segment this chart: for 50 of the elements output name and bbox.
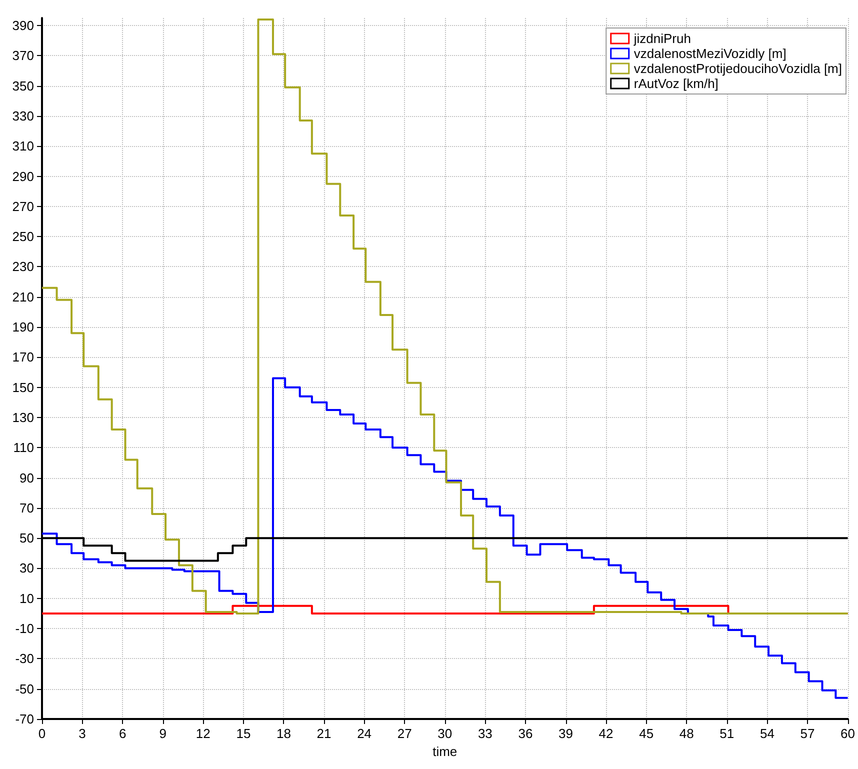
y-tick-label: 370 bbox=[12, 48, 34, 64]
y-tick-label: -50 bbox=[15, 681, 34, 696]
y-tick-label: 130 bbox=[12, 410, 34, 425]
y-tick-label: 210 bbox=[12, 289, 34, 304]
x-tick-label: 6 bbox=[118, 726, 126, 741]
x-tick-label: 48 bbox=[679, 726, 694, 741]
x-tick-label: 24 bbox=[357, 726, 372, 741]
x-tick-label: 9 bbox=[159, 726, 166, 741]
x-tick-label: 12 bbox=[196, 726, 210, 741]
y-tick-label: 110 bbox=[13, 440, 34, 456]
legend-label: rAutVoz [km/h] bbox=[634, 76, 718, 91]
x-axis-title: time bbox=[432, 744, 458, 759]
y-tick-label: 310 bbox=[12, 138, 34, 154]
y-tick-label: 150 bbox=[12, 380, 34, 395]
x-tick-label: 33 bbox=[478, 726, 492, 741]
y-tick-label: 270 bbox=[12, 198, 34, 214]
y-tick-label: 330 bbox=[12, 108, 34, 124]
y-tick-label: 170 bbox=[12, 350, 34, 365]
y-tick-label: 90 bbox=[20, 470, 34, 486]
x-tick-label: 0 bbox=[38, 726, 46, 741]
y-tick-label: -70 bbox=[15, 712, 34, 726]
x-tick-label: 51 bbox=[720, 726, 734, 741]
y-tick-label: -30 bbox=[15, 651, 34, 666]
x-tick-label: 57 bbox=[800, 726, 815, 741]
x-tick-label: 18 bbox=[276, 726, 291, 741]
y-tick-label: 190 bbox=[12, 320, 34, 335]
x-tick-label: 39 bbox=[558, 726, 573, 741]
y-tick-label: 30 bbox=[20, 560, 34, 576]
y-tick-label: 390 bbox=[12, 18, 34, 34]
x-tick-label: 54 bbox=[760, 726, 774, 741]
x-tick-label: 36 bbox=[518, 726, 533, 741]
x-tick-label: 27 bbox=[397, 726, 412, 741]
x-tick-label: 21 bbox=[316, 726, 332, 741]
y-tick-label: 250 bbox=[12, 229, 34, 244]
y-tick-label: 290 bbox=[12, 168, 34, 184]
x-tick-label: 42 bbox=[598, 726, 614, 741]
y-tick-label: -10 bbox=[15, 621, 34, 636]
legend-label: vzdalenostProtijedoucihoVozidla [m] bbox=[634, 61, 842, 76]
y-tick-label: 50 bbox=[20, 530, 34, 546]
y-tick-label: 230 bbox=[12, 259, 34, 274]
x-tick-label: 45 bbox=[639, 726, 654, 741]
x-tick-label: 30 bbox=[438, 726, 452, 741]
legend-label: jizdniPruh bbox=[632, 31, 691, 46]
x-tick-label: 15 bbox=[236, 726, 251, 741]
x-tick-label: 60 bbox=[840, 726, 856, 741]
x-tick-label: 3 bbox=[78, 726, 86, 741]
y-tick-label: 70 bbox=[20, 500, 34, 516]
legend-label: vzdalenostMeziVozidly [m] bbox=[634, 46, 786, 61]
y-tick-label: 350 bbox=[12, 78, 34, 94]
y-tick-label: 10 bbox=[20, 590, 34, 606]
